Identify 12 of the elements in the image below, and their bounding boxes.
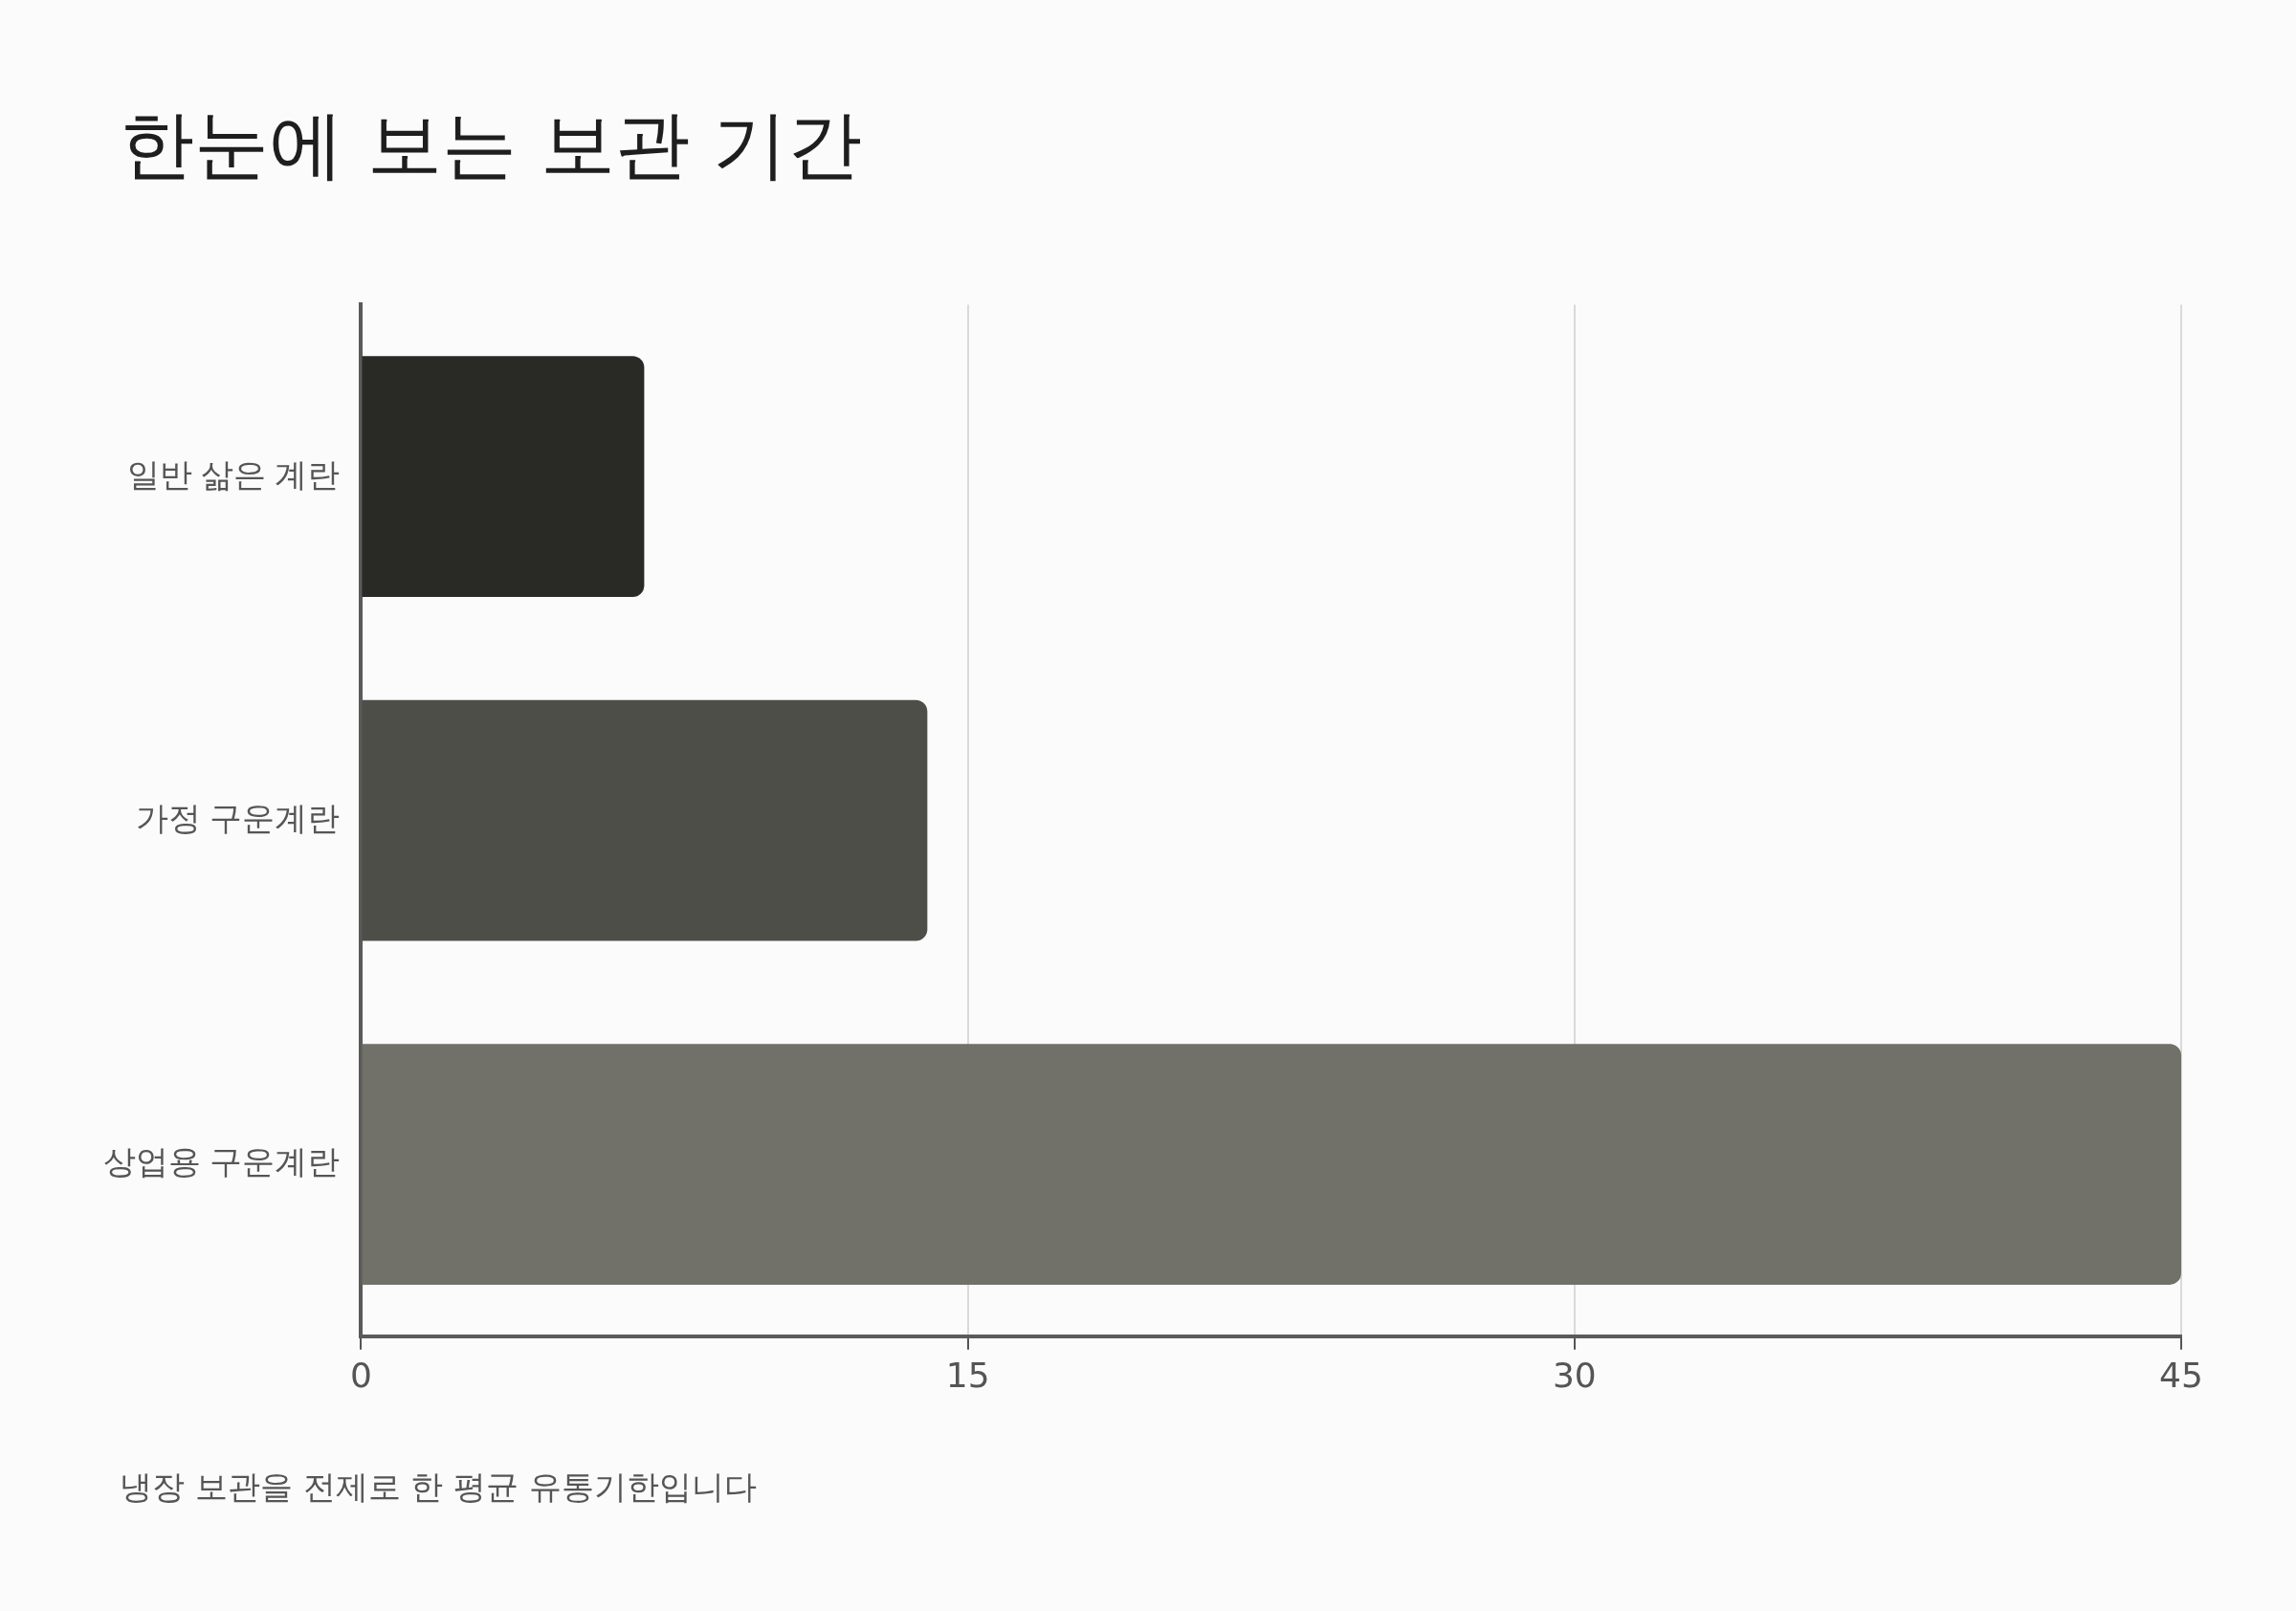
bar [362, 699, 928, 941]
x-tick-label: 45 [2159, 1355, 2203, 1395]
y-tick-label: 일반 삶은 계란 [126, 455, 341, 493]
x-tick-label: 15 [945, 1355, 990, 1395]
y-tick-label: 가정 구운계란 [135, 799, 341, 836]
y-tick-label: 상업용 구운계란 [102, 1143, 341, 1181]
text: 냉장 보관을 전제로 한 평균 유통기한입니다 [120, 1467, 758, 1508]
bar [362, 1044, 2181, 1285]
x-tick-label: 0 [349, 1355, 372, 1395]
chart-title: 한눈에 보는 보관 기간 [120, 100, 863, 189]
x-tick-label: 30 [1552, 1355, 1597, 1395]
bar [362, 356, 645, 597]
